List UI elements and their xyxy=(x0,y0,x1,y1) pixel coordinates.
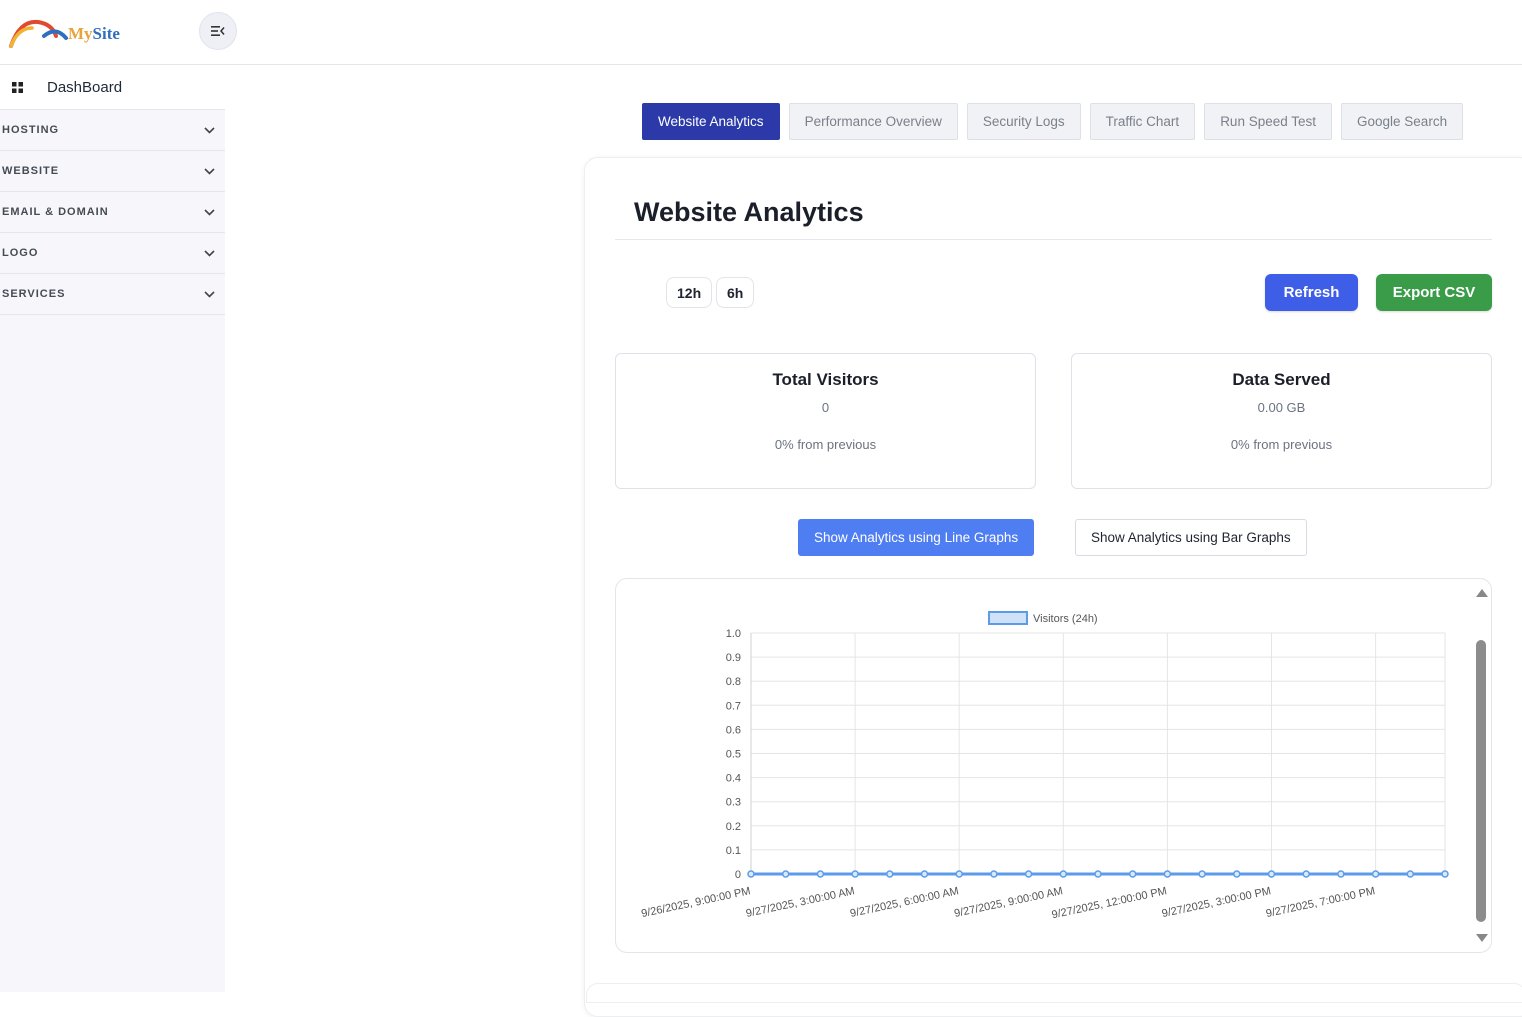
data-point xyxy=(1128,870,1137,878)
grid-icon xyxy=(12,81,23,93)
sidebar-item-dashboard[interactable]: DashBoard xyxy=(0,65,225,110)
stat-title: Data Served xyxy=(1232,370,1331,389)
data-point xyxy=(781,870,790,878)
visitors-line-chart: 1.0 0.9 0.8 0.7 0.6 0.5 0.4 0.3 0.2 0.1 0 9/26/2025… xyxy=(640,611,1449,921)
chevron-down-icon xyxy=(204,208,215,216)
chevron-down-icon xyxy=(204,126,215,134)
y-tick-label: 0.7 xyxy=(726,700,741,712)
stat-card-total-visitors: Total Visitors 0 0% from previous xyxy=(615,353,1036,489)
data-point xyxy=(955,870,963,878)
show-bar-graphs-button[interactable]: Show Analytics using Bar Graphs xyxy=(1075,519,1307,556)
y-tick-label: 0.4 xyxy=(726,773,741,785)
range-6h-button[interactable]: 6h xyxy=(716,277,755,308)
x-tick-label: 9/27/2025, 6:00:00 AM xyxy=(849,885,960,920)
data-point xyxy=(990,870,998,878)
x-tick-label: 9/26/2025, 9:00:00 PM xyxy=(640,885,751,920)
stat-value: 0.00 GB xyxy=(1257,400,1306,415)
chevron-down-icon xyxy=(204,290,215,298)
top-header: MySite xyxy=(0,0,1522,65)
data-point xyxy=(851,870,859,878)
scroll-down-arrow-icon[interactable] xyxy=(1476,934,1488,942)
x-tick-label: 9/27/2025, 7:00:00 PM xyxy=(1265,885,1376,920)
x-tick-label: 9/27/2025, 12:00:00 PM xyxy=(1051,885,1168,921)
y-tick-label: 0.8 xyxy=(726,676,741,688)
data-point xyxy=(1406,870,1415,878)
data-point xyxy=(1163,870,1172,878)
stat-change: 0% from previous xyxy=(1230,437,1333,452)
data-point xyxy=(816,870,825,878)
export-csv-button[interactable]: Export CSV xyxy=(1376,274,1492,311)
show-line-graphs-button[interactable]: Show Analytics using Line Graphs xyxy=(798,519,1035,556)
tab-security-logs[interactable]: Security Logs xyxy=(966,103,1081,140)
data-point xyxy=(1371,870,1380,878)
data-point xyxy=(1302,870,1310,878)
sidebar: DashBoard HOSTING WEBSITE EMAIL & DOMAIN… xyxy=(0,65,225,992)
sidebar-item-label: SERVICES xyxy=(2,288,66,300)
chart-scrollbar[interactable] xyxy=(1472,586,1490,946)
y-tick-label: 0.1 xyxy=(726,845,741,857)
next-card xyxy=(586,983,1522,1003)
data-point xyxy=(1337,870,1345,878)
tab-run-speed-test[interactable]: Run Speed Test xyxy=(1204,103,1333,140)
chart-container: 1.0 0.9 0.8 0.7 0.6 0.5 0.4 0.3 0.2 0.1 0 9/26/2025… xyxy=(615,578,1492,953)
y-tick-label: 0.5 xyxy=(726,749,741,761)
range-12h-button[interactable]: 12h xyxy=(666,277,713,308)
y-tick-label: 0.3 xyxy=(726,797,741,809)
y-tick-label: 0 xyxy=(735,869,741,881)
tab-traffic-chart[interactable]: Traffic Chart xyxy=(1089,103,1196,140)
sidebar-item-services[interactable]: SERVICES xyxy=(0,274,225,315)
analytics-tabs: Website Analytics Performance Overview S… xyxy=(642,103,1464,140)
divider xyxy=(615,239,1492,240)
sidebar-item-logo[interactable]: LOGO xyxy=(0,233,225,274)
stat-title: Total Visitors xyxy=(772,370,879,389)
data-point xyxy=(1024,870,1033,878)
sidebar-item-label: LOGO xyxy=(2,247,39,259)
data-point xyxy=(1441,870,1449,878)
y-tick-label: 0.6 xyxy=(726,724,741,736)
data-point xyxy=(886,870,894,878)
brand-name: MySite xyxy=(68,24,120,43)
tab-performance-overview[interactable]: Performance Overview xyxy=(788,103,958,140)
legend-label: Visitors (24h) xyxy=(1033,613,1098,625)
tab-website-analytics[interactable]: Website Analytics xyxy=(642,103,780,140)
y-tick-label: 1.0 xyxy=(726,628,741,640)
logo-icon xyxy=(9,19,68,48)
scroll-thumb[interactable] xyxy=(1476,640,1486,922)
tab-google-search[interactable]: Google Search xyxy=(1341,103,1464,140)
legend-swatch xyxy=(988,611,1028,625)
stat-value: 0 xyxy=(821,400,830,415)
sidebar-item-label: DashBoard xyxy=(47,78,123,96)
scroll-up-arrow-icon[interactable] xyxy=(1476,589,1488,597)
data-point xyxy=(1267,870,1276,878)
sidebar-item-label: EMAIL & DOMAIN xyxy=(2,206,109,218)
sidebar-item-website[interactable]: WEBSITE xyxy=(0,151,225,192)
page-title: Website Analytics xyxy=(634,197,864,227)
chevron-down-icon xyxy=(204,167,215,175)
data-point xyxy=(1059,870,1068,878)
x-tick-label: 9/27/2025, 3:00:00 PM xyxy=(1161,885,1272,920)
chevron-down-icon xyxy=(204,249,215,257)
data-point xyxy=(1233,870,1241,878)
data-point xyxy=(1198,870,1206,878)
sidebar-item-label: HOSTING xyxy=(2,124,60,136)
data-point xyxy=(920,870,929,878)
sidebar-item-email-domain[interactable]: EMAIL & DOMAIN xyxy=(0,192,225,233)
data-point xyxy=(747,870,755,878)
refresh-button[interactable]: Refresh xyxy=(1265,274,1358,311)
y-tick-label: 0.9 xyxy=(726,652,741,664)
sidebar-item-hosting[interactable]: HOSTING xyxy=(0,110,225,151)
sidebar-item-label: WEBSITE xyxy=(2,165,60,177)
stat-change: 0% from previous xyxy=(774,437,877,452)
stat-card-data-served: Data Served 0.00 GB 0% from previous xyxy=(1071,353,1492,489)
x-tick-label: 9/27/2025, 9:00:00 AM xyxy=(953,885,1064,920)
x-tick-label: 9/27/2025, 3:00:00 AM xyxy=(745,885,856,920)
sidebar-toggle-button[interactable] xyxy=(199,12,237,50)
menu-collapse-icon xyxy=(211,26,225,36)
data-point xyxy=(1094,870,1102,878)
y-tick-label: 0.2 xyxy=(726,821,741,833)
